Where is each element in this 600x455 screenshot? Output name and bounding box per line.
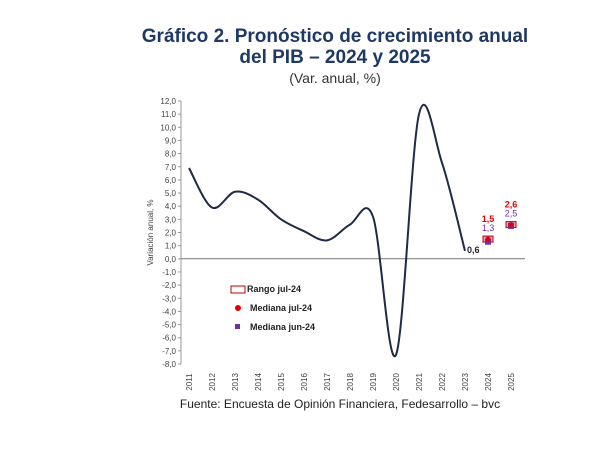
x-tick-label: 2024 [484, 373, 493, 391]
x-tick-label: 2013 [231, 373, 240, 391]
x-tick-label: 2014 [254, 373, 263, 391]
legend-entry: Mediana jun-24 [250, 322, 315, 332]
y-tick-label: 3,0 [165, 215, 177, 224]
x-tick-label: 2015 [277, 373, 286, 391]
y-tick-label: -6,0 [162, 334, 176, 343]
y-axis-label: Variación anual, % [146, 199, 155, 265]
median-jun-marker-2024 [485, 238, 491, 245]
legend-range-icon [230, 285, 246, 294]
y-tick-label: 0,0 [165, 255, 177, 264]
y-tick-label: -8,0 [162, 360, 176, 369]
x-tick-label: 2017 [323, 373, 332, 391]
source-note: Fuente: Encuesta de Opinión Financiera, … [179, 397, 501, 411]
data-label-jul-2025: 2,6 [505, 200, 518, 210]
data-label-jul-2024: 1,5 [482, 214, 495, 224]
y-tick-label: 4,0 [165, 202, 177, 211]
x-tick-label: 2022 [438, 373, 447, 391]
median-jul-marker-2024 [485, 236, 491, 242]
y-tick-label: -5,0 [162, 321, 176, 330]
data-label-jun-2025: 2,5 [505, 209, 518, 219]
legend-jun-icon [235, 324, 240, 329]
y-tick-label: -3,0 [162, 294, 176, 303]
legend-entry: Mediana jul-24 [250, 303, 312, 313]
y-tick-label: 6,0 [165, 176, 177, 185]
y-tick-label: 9,0 [165, 136, 177, 145]
legend-entry: Rango jul-24 [247, 284, 301, 294]
y-tick-label: 2,0 [165, 229, 177, 238]
data-label-jun-2024: 1,3 [482, 223, 495, 233]
x-tick-label: 2019 [369, 373, 378, 391]
y-tick-label: -1,0 [162, 268, 176, 277]
x-tick-label: 2020 [392, 373, 401, 391]
x-tick-label: 2012 [208, 373, 217, 391]
median-jul-marker-2025 [508, 222, 514, 228]
y-tick-label: -7,0 [162, 347, 176, 356]
x-tick-label: 2023 [461, 373, 470, 391]
y-tick-label: 12,0 [160, 97, 176, 106]
chart-title-line1: Gráfico 2. Pronóstico de crecimiento anu… [141, 26, 529, 47]
data-label-2023: 0,6 [467, 245, 480, 255]
y-tick-label: 1,0 [165, 242, 177, 251]
x-tick-label: 2011 [185, 373, 194, 391]
y-tick-label: 7,0 [165, 163, 177, 172]
x-tick-label: 2025 [507, 373, 516, 391]
x-tick-label: 2021 [415, 373, 424, 391]
x-tick-label: 2018 [346, 373, 355, 391]
y-tick-label: 5,0 [165, 189, 177, 198]
y-tick-label: 11,0 [161, 110, 177, 119]
y-tick-label: -2,0 [162, 281, 176, 290]
chart-title-line2: del PIB – 2024 y 2025 [239, 47, 431, 68]
y-tick-label: 10,0 [160, 123, 176, 132]
gdp-growth-line [188, 103, 466, 358]
x-tick-label: 2016 [300, 373, 309, 391]
legend-jul-icon [235, 305, 241, 311]
y-tick-label: -4,0 [162, 307, 176, 316]
chart-subtitle: (Var. anual, %) [289, 70, 381, 86]
y-tick-label: 8,0 [165, 150, 177, 159]
